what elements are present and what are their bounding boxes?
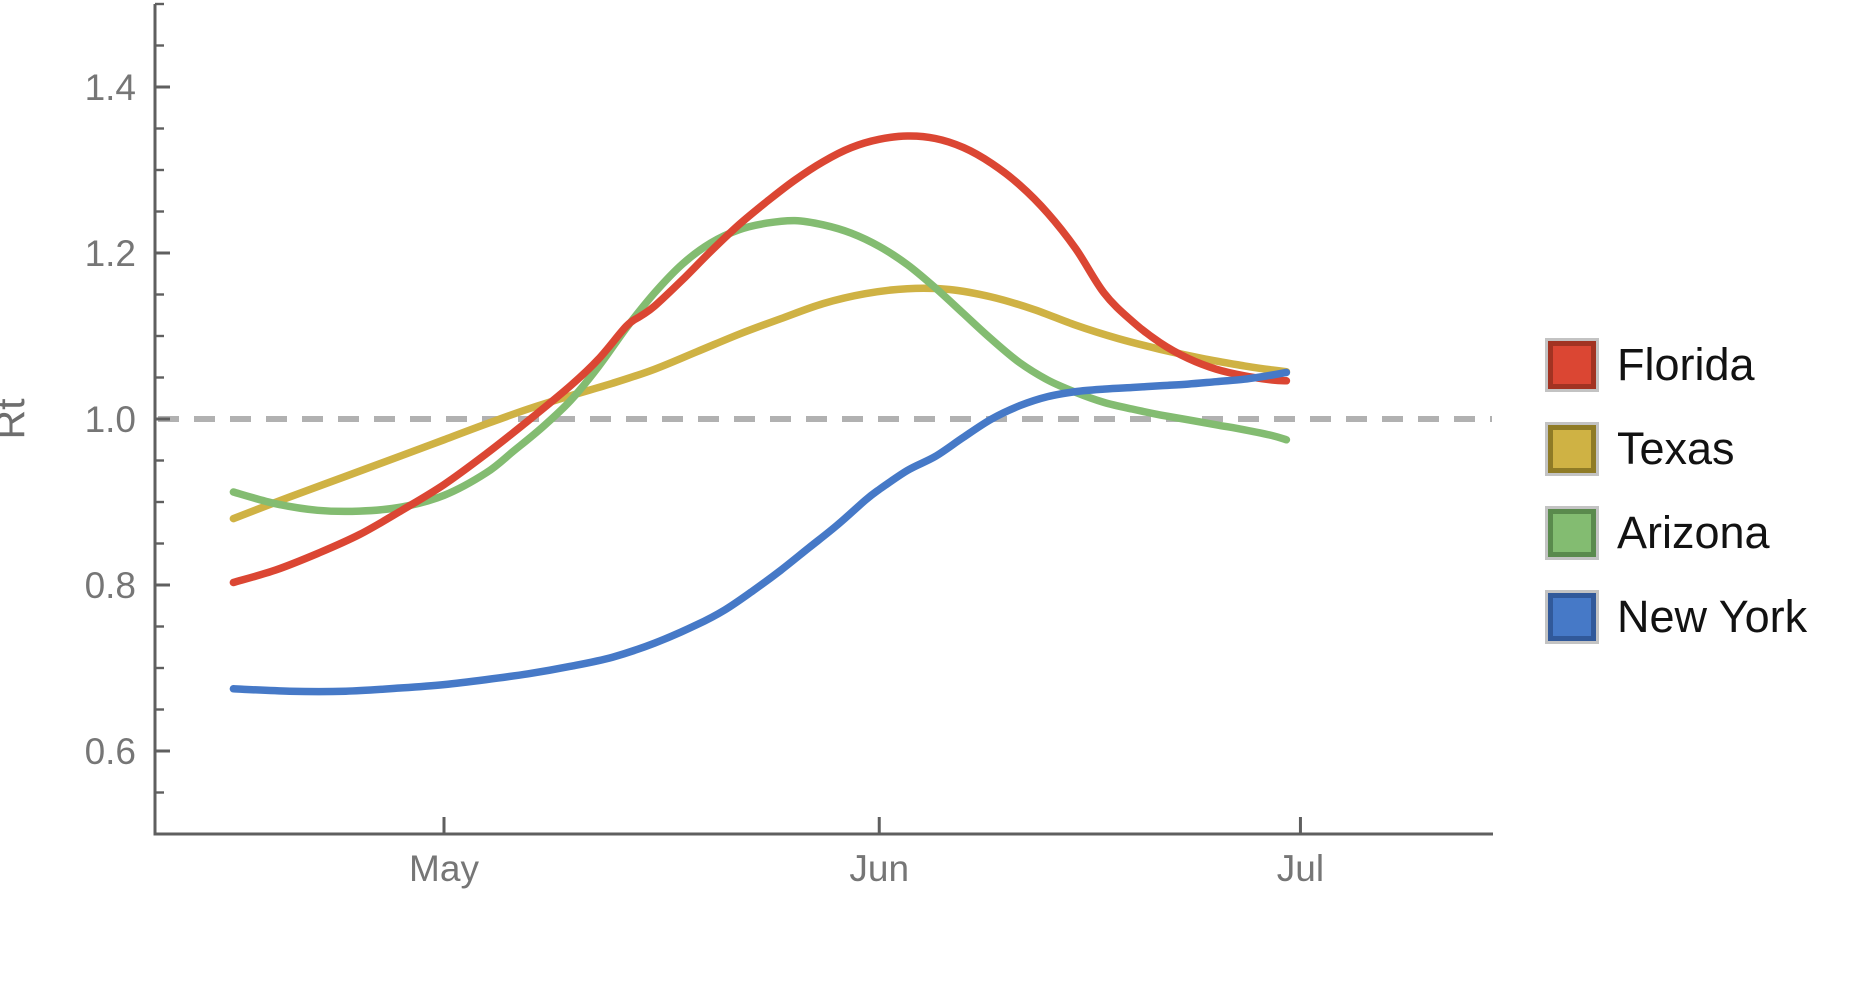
y-tick-label-0.6: 0.6 <box>85 731 136 772</box>
y-axis-title: Rt <box>0 398 33 440</box>
florida-line <box>229 132 1291 587</box>
texas-line <box>229 284 1291 523</box>
legend-swatch-new-york <box>1545 590 1599 644</box>
y-tick-label-1.4: 1.4 <box>85 67 136 108</box>
y-tick-label-0.8: 0.8 <box>85 565 136 606</box>
tick-labels-group: 0.6 0.8 1.0 1.2 1.4 May Jun Jul <box>85 67 1325 889</box>
axes-group <box>153 2 1493 836</box>
legend-label-texas: Texas <box>1617 423 1735 474</box>
legend: Florida Texas Arizona New York <box>1545 338 1808 644</box>
legend-item-texas: Texas <box>1545 422 1807 476</box>
legend-label-florida: Florida <box>1617 339 1755 390</box>
legend-swatch-texas <box>1545 422 1599 476</box>
series-lines-group <box>229 132 1291 696</box>
x-tick-label-jun: Jun <box>849 848 909 889</box>
legend-item-new-york: New York <box>1545 590 1808 644</box>
legend-label-new-york: New York <box>1617 591 1808 642</box>
legend-item-arizona: Arizona <box>1545 506 1807 560</box>
legend-item-florida: Florida <box>1545 338 1807 392</box>
legend-swatch-arizona <box>1545 506 1599 560</box>
legend-label-arizona: Arizona <box>1617 507 1770 558</box>
y-tick-label-1.0: 1.0 <box>85 399 136 440</box>
x-tick-label-may: May <box>409 848 479 889</box>
arizona-line <box>229 216 1291 516</box>
x-tick-label-jul: Jul <box>1277 848 1324 889</box>
legend-swatch-florida <box>1545 338 1599 392</box>
new-york-line <box>229 368 1291 696</box>
y-tick-label-1.2: 1.2 <box>85 233 136 274</box>
